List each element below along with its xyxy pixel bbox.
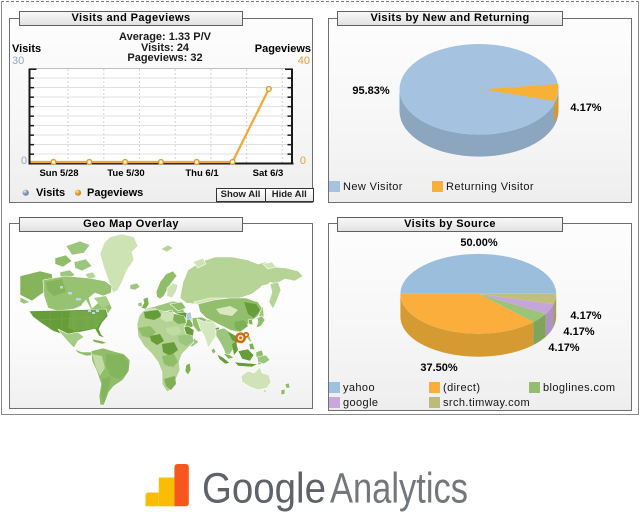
svg-text:Google: Google [202, 465, 326, 513]
svg-text:Analytics: Analytics [330, 465, 468, 513]
